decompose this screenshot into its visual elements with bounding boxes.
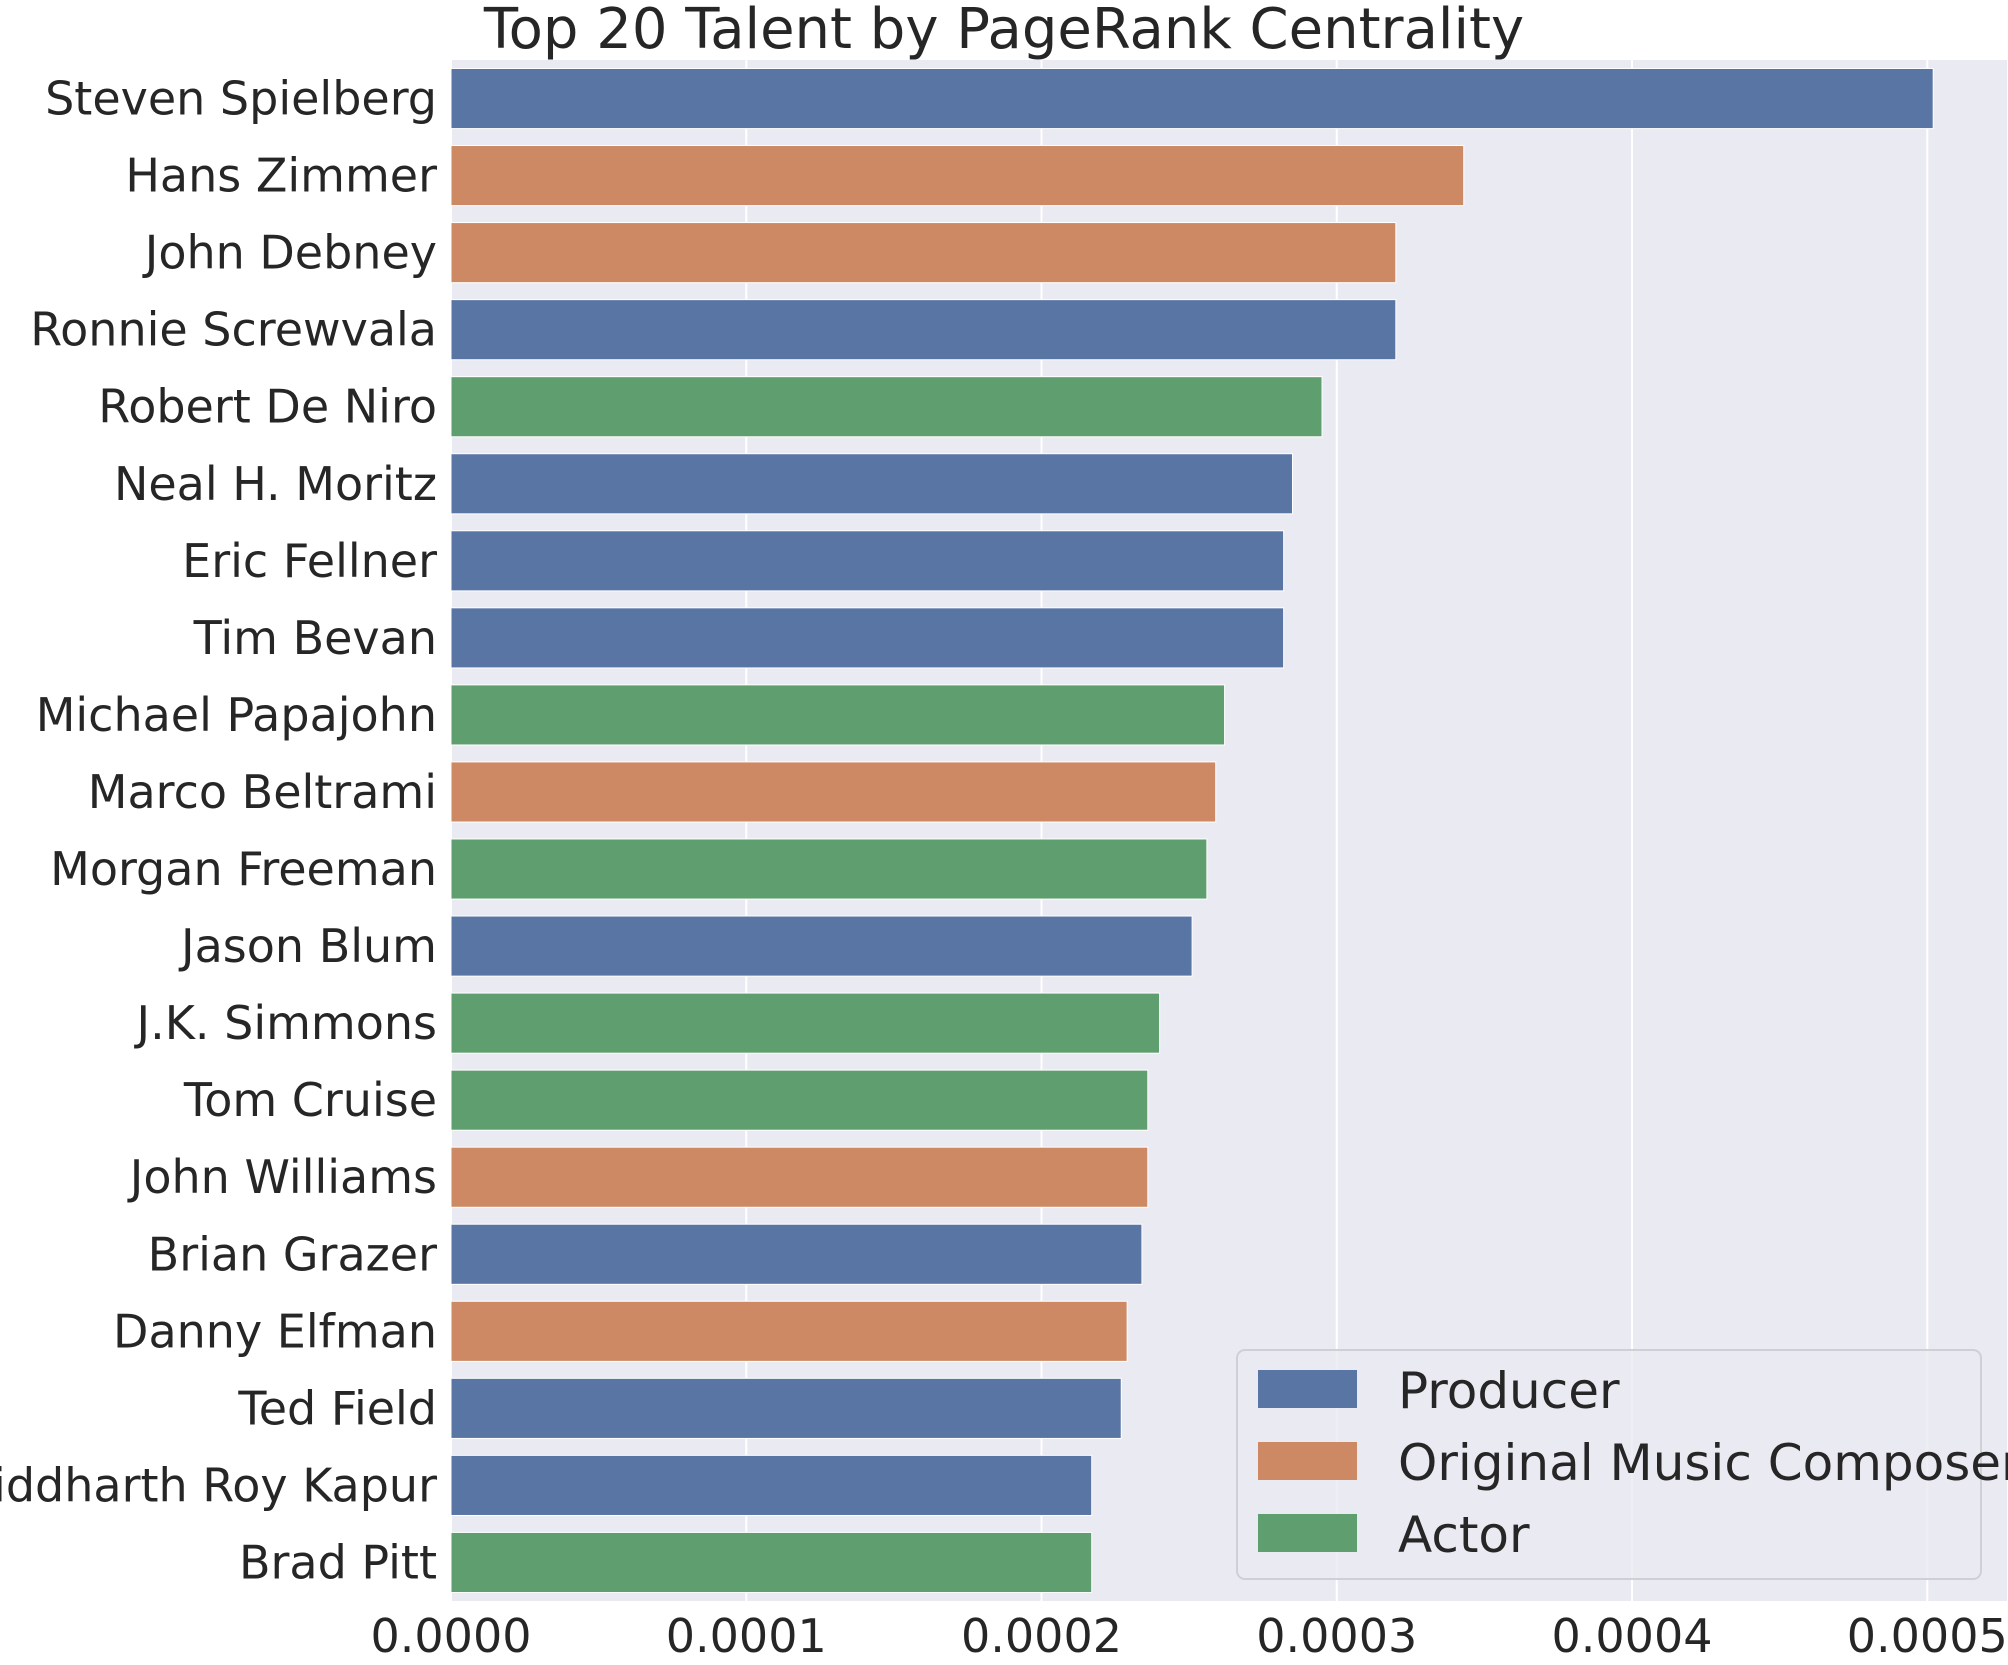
category-label: J.K. Simmons: [134, 996, 437, 1050]
bar: [450, 838, 1208, 900]
category-label: Ted Field: [237, 1381, 437, 1435]
category-label: Steven Spielberg: [45, 72, 437, 126]
bar: [450, 915, 1193, 977]
category-label: Brad Pitt: [239, 1535, 437, 1589]
bar: [450, 67, 1934, 130]
x-tick-label: 0.0003: [1256, 1609, 1417, 1663]
category-label: Marco Beltrami: [88, 765, 437, 819]
bar: [450, 1377, 1122, 1439]
bar: [450, 761, 1217, 823]
category-label: John Williams: [127, 1150, 437, 1204]
legend-swatch: [1258, 1442, 1357, 1480]
bar: [450, 453, 1293, 515]
x-tick-label: 0.0001: [666, 1609, 827, 1663]
bars: [450, 67, 1934, 1594]
bar: [450, 607, 1285, 669]
category-label: Tim Bevan: [193, 611, 437, 665]
category-label: Michael Papajohn: [36, 688, 437, 742]
legend: Producer Original Music Composer Actor: [1236, 1349, 2008, 1580]
x-tick-label: 0.0004: [1552, 1609, 1713, 1663]
bar: [450, 1454, 1093, 1516]
category-label: Brian Grazer: [148, 1227, 437, 1281]
category-label: Tom Cruise: [183, 1073, 437, 1127]
legend-frame: [1236, 1349, 1982, 1580]
category-label: John Debney: [142, 226, 437, 280]
legend-label: Actor: [1398, 1506, 1530, 1564]
bar: [450, 222, 1397, 284]
category-labels: Steven Spielberg Hans Zimmer John Debney Ro…: [0, 72, 437, 1590]
category-label: Eric Fellner: [182, 534, 437, 588]
chart-title: Top 20 Talent by PageRank Centrality: [483, 0, 1524, 62]
category-label: Morgan Freeman: [50, 842, 437, 896]
category-label: Ronnie Screwvala: [30, 303, 437, 357]
category-label: Danny Elfman: [113, 1304, 437, 1358]
x-tick-label: 0.0000: [371, 1609, 532, 1663]
bar: [450, 1300, 1128, 1362]
x-tick-label: 0.0002: [961, 1609, 1122, 1663]
bar: [450, 1146, 1149, 1208]
x-tick-labels: 0.0000 0.0001 0.0002 0.0003 0.0004 0.0005: [371, 1609, 2008, 1663]
category-label: Hans Zimmer: [125, 149, 437, 203]
bar: [450, 299, 1397, 361]
category-label: Robert De Niro: [98, 380, 437, 434]
bar: [450, 684, 1226, 746]
bar: [450, 1223, 1143, 1285]
bar: [450, 145, 1465, 207]
bar: [450, 376, 1323, 438]
x-tick-label: 0.0005: [1847, 1609, 2008, 1663]
bar: [450, 1531, 1093, 1594]
bar: [450, 530, 1285, 592]
legend-label: Producer: [1398, 1362, 1620, 1420]
legend-swatch: [1258, 1514, 1357, 1552]
bar: [450, 992, 1161, 1054]
legend-label: Original Music Composer: [1398, 1434, 2008, 1492]
category-label: Neal H. Moritz: [114, 457, 437, 511]
category-label: Jason Blum: [178, 919, 437, 973]
category-label: Siddharth Roy Kapur: [0, 1458, 437, 1512]
legend-swatch: [1258, 1370, 1357, 1408]
bar: [450, 1069, 1149, 1131]
